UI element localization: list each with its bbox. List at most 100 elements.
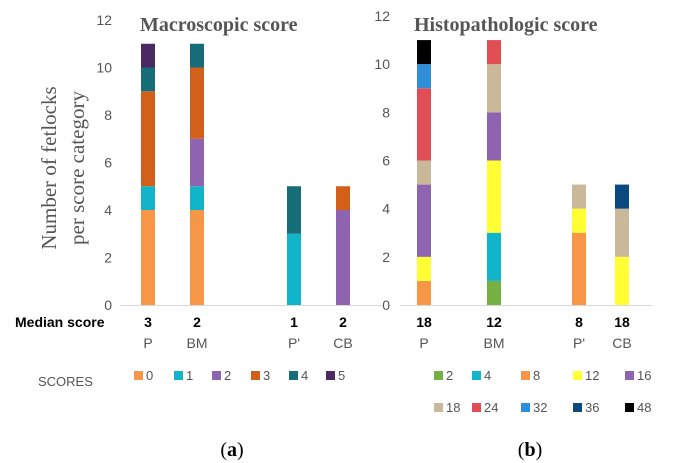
- bar-segment: [417, 280, 431, 305]
- panel-letter: b: [524, 439, 535, 461]
- legend-label: 18: [446, 400, 460, 415]
- y-tick-label: 10: [374, 56, 390, 72]
- y-tick-label: 6: [104, 155, 112, 171]
- legend-swatch: [625, 403, 634, 412]
- x-tick-label: P': [288, 335, 300, 351]
- panel-open: (: [220, 439, 227, 461]
- panel-label-a: (a): [220, 439, 243, 461]
- bar-segment: [417, 88, 431, 161]
- median-score-value: 8: [575, 314, 583, 330]
- legend-label: 0: [146, 368, 153, 383]
- panel-label-b: (b): [518, 439, 542, 461]
- bar-segment: [572, 232, 586, 305]
- legend-swatch: [251, 371, 260, 380]
- bar-segment: [141, 43, 155, 68]
- legend-label: 8: [533, 368, 540, 383]
- bar-segment: [615, 208, 629, 257]
- bar-segment: [141, 210, 155, 305]
- legend-swatch: [134, 371, 143, 380]
- legend-label: 5: [338, 368, 345, 383]
- legend-swatch: [472, 403, 481, 412]
- legend-swatch: [573, 403, 582, 412]
- median-score-value: 2: [339, 314, 347, 330]
- legend-label: 32: [533, 400, 547, 415]
- legend-label: 12: [585, 368, 599, 383]
- x-tick-label: P: [419, 335, 428, 351]
- legend-label: 16: [637, 368, 651, 383]
- legend-label: 2: [224, 368, 231, 383]
- bar-segment: [336, 210, 350, 305]
- median-score-label: Median score: [15, 314, 105, 330]
- legend-swatch: [472, 371, 481, 380]
- y-axis-label-line1: Number of fetlocks: [37, 86, 61, 249]
- bar-segment: [417, 40, 431, 65]
- bar-segment: [417, 256, 431, 281]
- y-tick-label: 4: [104, 202, 112, 218]
- median-score-value: 18: [416, 314, 432, 330]
- legend-label: 36: [585, 400, 599, 415]
- x-tick-label: BM: [187, 335, 208, 351]
- x-tick-label: BM: [484, 335, 505, 351]
- legend-swatch: [212, 371, 221, 380]
- chart-title: Macroscopic score: [140, 14, 298, 36]
- legend-label: 48: [637, 400, 651, 415]
- legend-swatch: [326, 371, 335, 380]
- panel-letter: a: [227, 439, 237, 461]
- bar-segment: [190, 138, 204, 187]
- legend-label: 1: [186, 368, 193, 383]
- x-tick-label: CB: [612, 335, 631, 351]
- bar-segment: [417, 184, 431, 257]
- legend-label: 2: [446, 368, 453, 383]
- bar-segment: [287, 233, 301, 305]
- legend-swatch: [174, 371, 183, 380]
- scores-legend-label: SCORES: [38, 374, 93, 389]
- y-tick-label: 6: [382, 153, 390, 169]
- median-score-value: 1: [290, 314, 298, 330]
- bar-segment: [615, 184, 629, 209]
- y-axis-label: Number of fetlocks per score category: [37, 86, 89, 249]
- y-tick-label: 2: [104, 250, 112, 266]
- bar-segment: [572, 184, 586, 209]
- x-tick-label: CB: [333, 335, 352, 351]
- median-score-value: 18: [614, 314, 630, 330]
- legend-label: 3: [263, 368, 270, 383]
- y-tick-label: 2: [382, 249, 390, 265]
- legend-label: 4: [484, 368, 491, 383]
- panel-open: (: [518, 439, 525, 461]
- y-tick-label: 12: [96, 12, 112, 28]
- bar-segment: [190, 43, 204, 68]
- y-tick-label: 4: [382, 201, 390, 217]
- histopathologic-chart: Histopathologic score 02468101218P12BM8P…: [374, 8, 652, 415]
- bar-segment: [141, 186, 155, 210]
- y-tick-label: 10: [96, 60, 112, 76]
- bar-segment: [336, 186, 350, 210]
- y-tick-label: 0: [104, 297, 112, 313]
- legend-label: 4: [301, 368, 308, 383]
- bar-segment: [417, 160, 431, 185]
- legend-swatch: [434, 371, 443, 380]
- legend-label: 24: [484, 400, 498, 415]
- y-tick-label: 12: [374, 8, 390, 24]
- median-score-value: 2: [193, 314, 201, 330]
- macroscopic-chart: Macroscopic score Median score SCORES 0 2…: [15, 12, 382, 389]
- legend-swatch: [289, 371, 298, 380]
- bar-segment: [190, 186, 204, 210]
- bar-segment: [141, 91, 155, 187]
- bar-segment: [487, 160, 501, 233]
- bar-segment: [190, 67, 204, 139]
- bar-segment: [487, 112, 501, 161]
- bar-segment: [287, 186, 301, 234]
- legend-swatch: [573, 371, 582, 380]
- median-score-value: 12: [486, 314, 502, 330]
- bar-segment: [615, 256, 629, 305]
- panel-close: ): [536, 439, 543, 461]
- bar-segment: [190, 210, 204, 305]
- bar-segment: [487, 232, 501, 281]
- legend-swatch: [521, 371, 530, 380]
- bar-segment: [487, 40, 501, 65]
- y-axis-label-line2: per score category: [65, 91, 89, 245]
- y-tick-label: 8: [382, 104, 390, 120]
- y-tick-label: 8: [104, 107, 112, 123]
- bar-segment: [141, 67, 155, 92]
